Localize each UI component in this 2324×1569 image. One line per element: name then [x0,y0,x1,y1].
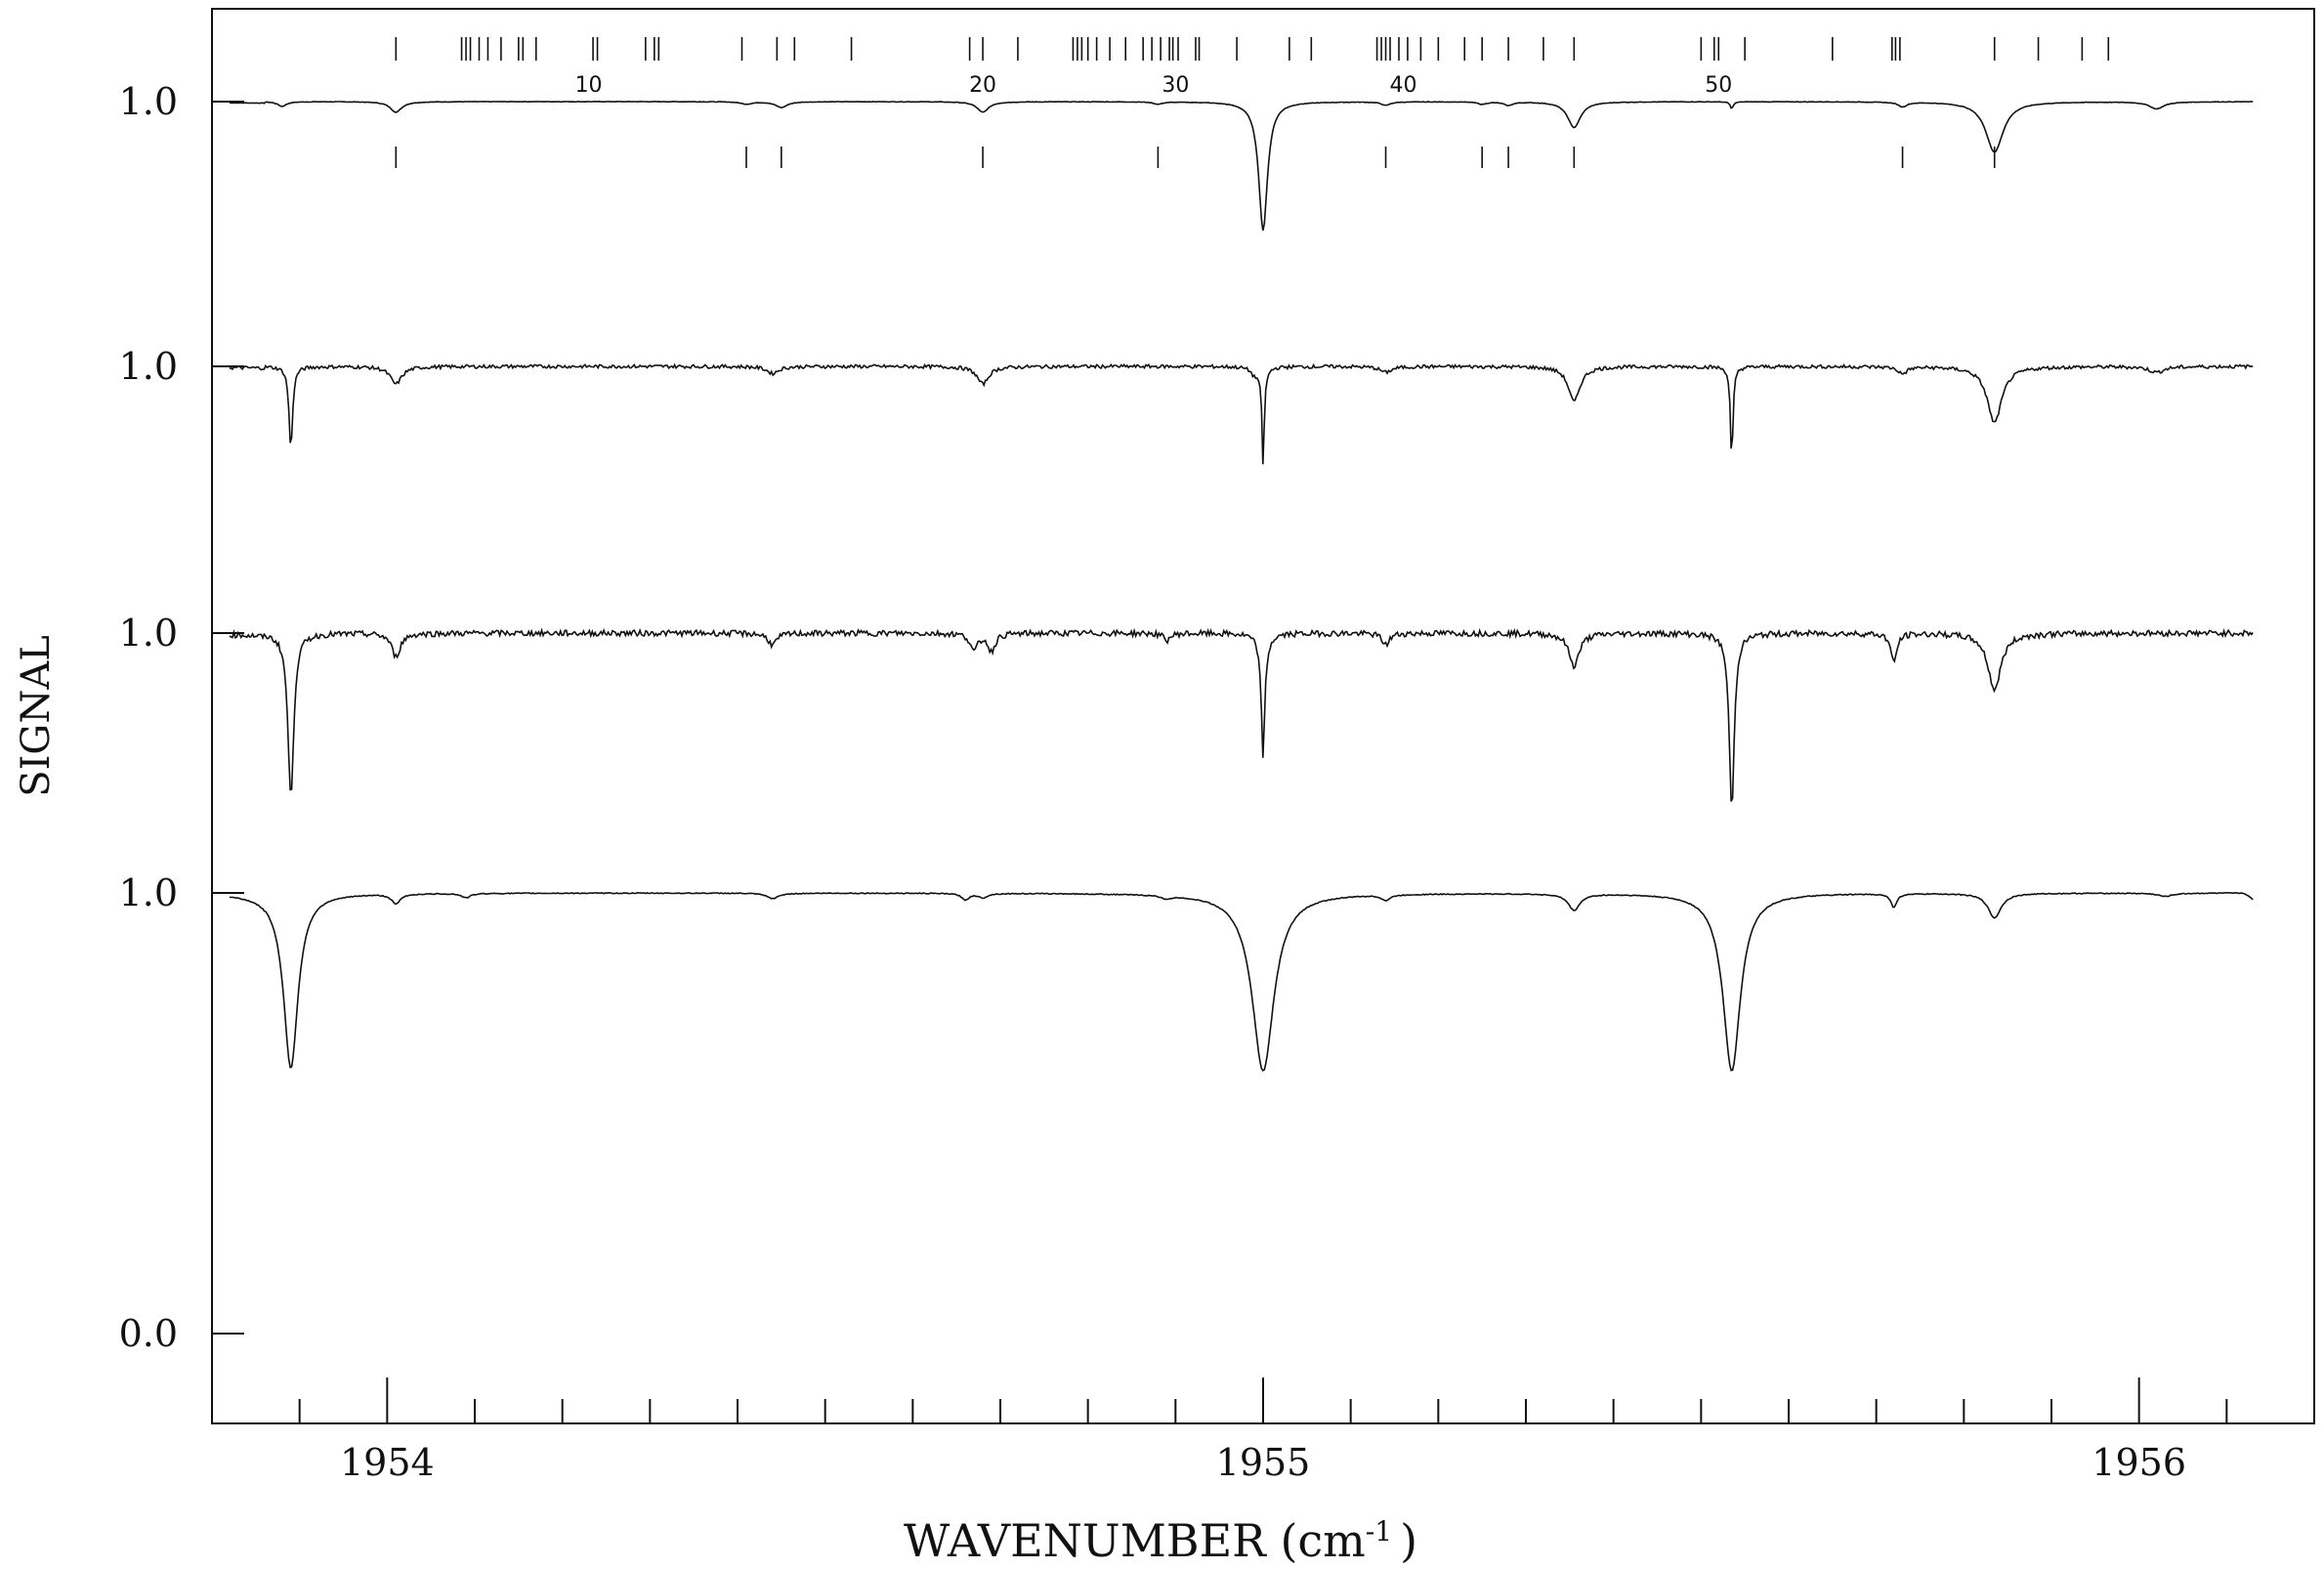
x-axis-label-suffix: ) [1400,1514,1417,1567]
line-number-label: 30 [1162,73,1189,98]
line-number-labels: 10 20 30 40 50 [575,73,1733,98]
line-number-label: 50 [1705,73,1732,98]
spectrum-trace-3 [229,627,2254,802]
line-number-label: 10 [575,73,603,98]
y-offset-label: 0.0 [119,1312,178,1355]
y-offset-label: 1.0 [119,871,178,914]
plot-frame [211,8,2315,1424]
y-offset-label: 1.0 [119,612,178,655]
x-axis-label-exponent: -1 [1366,1515,1392,1548]
y-axis-offset-labels: 1.0 1.0 1.0 1.0 0.0 [119,80,244,1355]
line-number-label: 40 [1389,73,1416,98]
spectrum-trace-1 [229,100,2254,232]
x-tick-label: 1954 [340,1441,435,1484]
x-axis-label-main: WAVENUMBER (cm [904,1514,1366,1567]
y-axis-label: SIGNAL [14,635,59,797]
y-offset-label: 1.0 [119,345,178,388]
spectrum-trace-4 [229,891,2254,1072]
y-offset-label: 1.0 [119,80,178,123]
line-marker-ticks [395,37,2110,168]
x-axis-label: WAVENUMBER (cm-1) [904,1514,1417,1567]
spectrum-trace-2 [229,362,2254,465]
x-tick-label: 1956 [2092,1441,2186,1484]
x-axis: 1954 1955 1956 [298,1378,2228,1484]
x-tick-label: 1955 [1216,1441,1311,1484]
line-number-label: 20 [969,73,996,98]
spectra-traces [229,100,2254,1072]
